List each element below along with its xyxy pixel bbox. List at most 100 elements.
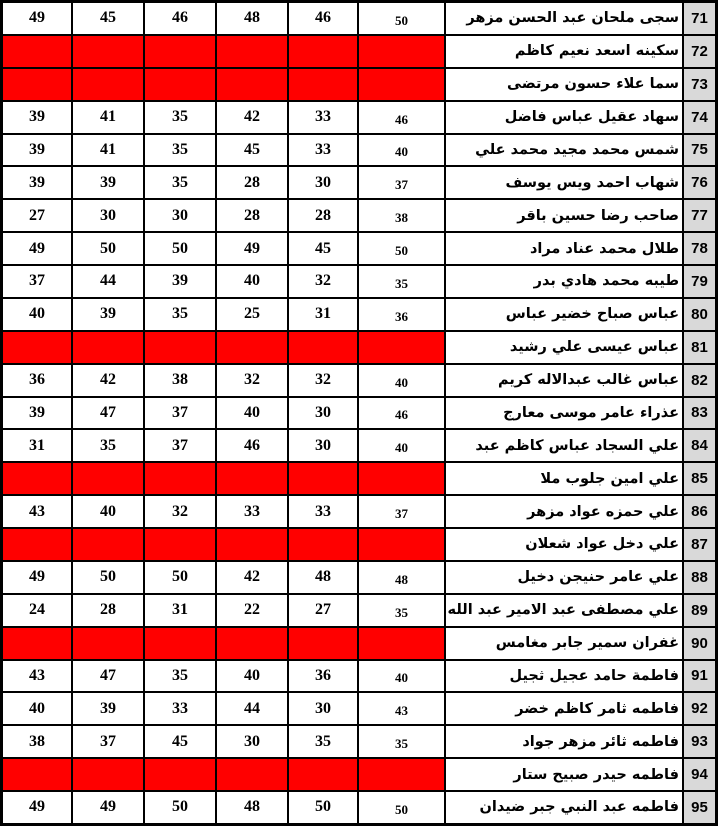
score-cell	[216, 626, 288, 660]
score-cell: 33	[216, 495, 288, 528]
score-cell: 32	[288, 363, 358, 397]
score-cell	[144, 330, 216, 364]
score-cell: 40	[358, 133, 445, 167]
score-cell: 25	[216, 297, 288, 331]
score-cell: 30	[288, 429, 358, 463]
score-cell: 36	[2, 363, 72, 397]
score-cell: 35	[358, 593, 445, 627]
table-row: 43 47 35 40 36 40 فاطمة حامد عجيل ثجيل 9…	[2, 659, 716, 693]
table-row: 36 42 38 32 32 40 عباس غالب عبدالاله كري…	[2, 363, 716, 397]
score-cell	[216, 67, 288, 101]
table-row: 39 39 35 28 30 37 شهاب احمد ويس يوسف 76	[2, 166, 716, 200]
score-cell	[216, 528, 288, 561]
score-cell: 49	[2, 232, 72, 265]
score-cell: 24	[2, 593, 72, 627]
score-cell: 37	[2, 265, 72, 298]
row-number-cell: 88	[683, 560, 716, 594]
score-cell: 50	[288, 791, 358, 824]
score-cell	[144, 462, 216, 496]
student-name-cell: صاحب رضا حسين باقر	[445, 199, 683, 233]
score-cell: 35	[144, 659, 216, 693]
score-cell: 30	[288, 396, 358, 430]
score-cell: 31	[2, 429, 72, 463]
student-name-cell: علي حمزه عواد مزهر	[445, 495, 683, 528]
student-name-cell: علي عامر حنيجن دخيل	[445, 560, 683, 594]
student-name-cell: سهاد عقيل عباس فاضل	[445, 100, 683, 134]
score-cell	[358, 34, 445, 68]
score-cell: 50	[358, 232, 445, 265]
row-number-cell: 95	[683, 791, 716, 824]
student-name-cell: سجى ملحان عبد الحسن مزهر	[445, 2, 683, 35]
score-cell: 40	[2, 692, 72, 726]
score-cell	[144, 626, 216, 660]
score-cell: 46	[144, 2, 216, 35]
score-cell	[358, 758, 445, 791]
row-number-cell: 92	[683, 692, 716, 726]
score-cell: 50	[144, 232, 216, 265]
score-cell: 40	[2, 297, 72, 331]
score-cell: 40	[358, 429, 445, 463]
score-cell	[358, 330, 445, 364]
score-cell: 40	[216, 659, 288, 693]
score-cell: 30	[72, 199, 144, 233]
score-cell: 39	[2, 396, 72, 430]
score-cell: 41	[72, 100, 144, 134]
score-cell: 32	[288, 265, 358, 298]
score-cell: 35	[144, 133, 216, 167]
score-cell: 45	[72, 2, 144, 35]
score-cell: 49	[2, 2, 72, 35]
score-cell: 42	[72, 363, 144, 397]
score-cell	[2, 758, 72, 791]
student-name-cell: شهاب احمد ويس يوسف	[445, 166, 683, 200]
score-cell	[288, 626, 358, 660]
score-cell: 38	[2, 725, 72, 759]
score-cell: 49	[72, 791, 144, 824]
score-cell: 31	[144, 593, 216, 627]
row-number-cell: 81	[683, 330, 716, 364]
student-name-cell: عباس غالب عبدالاله كريم	[445, 363, 683, 397]
score-cell: 37	[144, 396, 216, 430]
row-number-cell: 79	[683, 265, 716, 298]
row-number-cell: 83	[683, 396, 716, 430]
score-cell: 35	[288, 725, 358, 759]
score-cell: 39	[2, 100, 72, 134]
score-cell	[72, 758, 144, 791]
table-row: علي امين جلوب ملا 85	[2, 462, 716, 496]
score-cell: 50	[358, 791, 445, 824]
score-cell: 27	[288, 593, 358, 627]
score-cell	[358, 462, 445, 496]
score-cell: 41	[72, 133, 144, 167]
score-cell: 46	[216, 429, 288, 463]
score-cell: 39	[2, 166, 72, 200]
table-row: 24 28 31 22 27 35 علي مصطفى عبد الامير ع…	[2, 593, 716, 627]
score-cell	[288, 758, 358, 791]
table-row: 43 40 32 33 33 37 علي حمزه عواد مزهر 86	[2, 495, 716, 528]
row-number-cell: 77	[683, 199, 716, 233]
score-cell: 37	[358, 166, 445, 200]
score-cell	[288, 330, 358, 364]
row-number-cell: 80	[683, 297, 716, 331]
table-row: 49 49 50 48 50 50 فاطمه عبد النبي جبر ضي…	[2, 791, 716, 824]
table-row: غفران سمير جابر مغامس 90	[2, 626, 716, 660]
score-cell: 35	[144, 100, 216, 134]
score-cell	[358, 528, 445, 561]
score-cell	[2, 330, 72, 364]
score-cell: 49	[2, 791, 72, 824]
table-row: 37 44 39 40 32 35 طيبه محمد هادي بدر 79	[2, 265, 716, 298]
score-cell	[2, 626, 72, 660]
student-name-cell: فاطمه عبد النبي جبر ضيدان	[445, 791, 683, 824]
score-cell: 33	[288, 495, 358, 528]
table-row: 49 45 46 48 46 50 سجى ملحان عبد الحسن مز…	[2, 2, 716, 35]
score-cell: 50	[144, 791, 216, 824]
score-cell: 45	[216, 133, 288, 167]
score-cell: 43	[2, 495, 72, 528]
score-cell: 50	[72, 232, 144, 265]
score-cell: 48	[358, 560, 445, 594]
score-cell: 44	[216, 692, 288, 726]
row-number-cell: 75	[683, 133, 716, 167]
score-cell: 45	[144, 725, 216, 759]
row-number-cell: 93	[683, 725, 716, 759]
score-cell: 32	[144, 495, 216, 528]
score-cell: 38	[358, 199, 445, 233]
